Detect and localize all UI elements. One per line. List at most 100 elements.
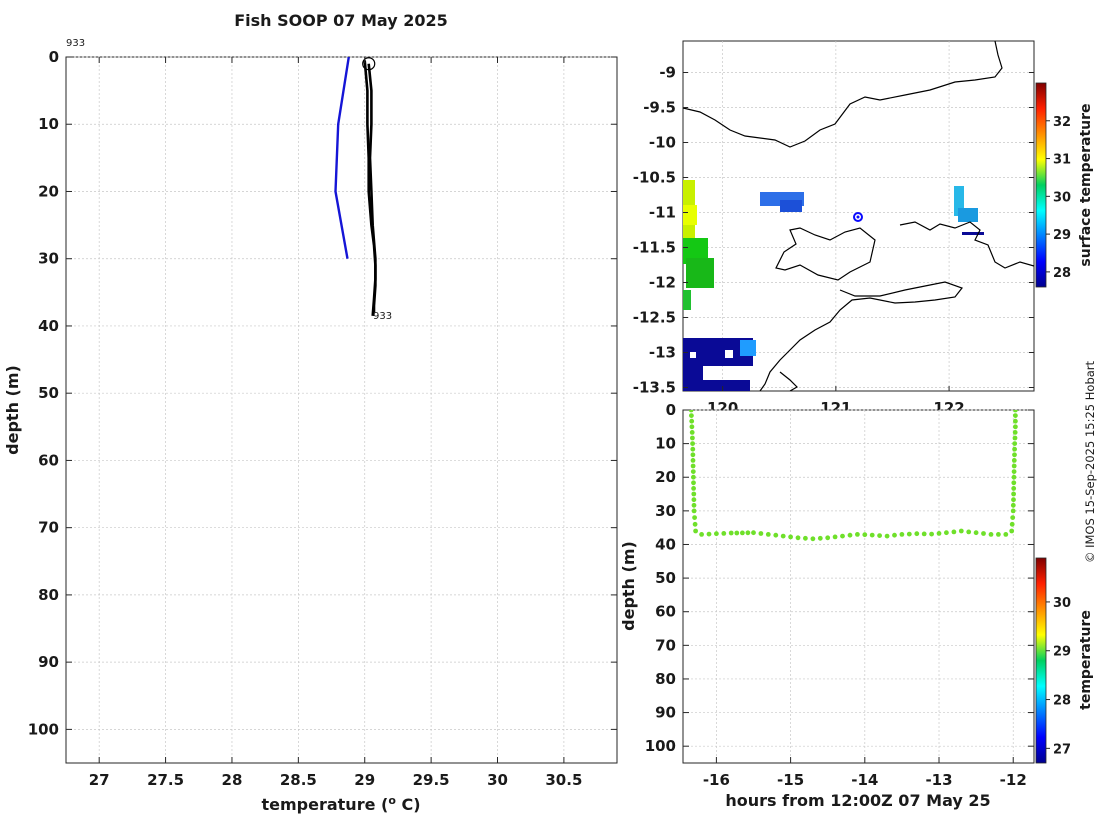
track-point xyxy=(1010,515,1016,520)
xlabel-sup: o xyxy=(388,794,396,807)
track-point xyxy=(688,410,694,413)
map-y-tick-label: -10.5 xyxy=(633,169,676,187)
sst-colorbar-tick-label: 32 xyxy=(1053,115,1071,130)
track-point xyxy=(892,532,897,538)
track-point xyxy=(751,530,756,536)
track-y-tick-label: 70 xyxy=(655,636,676,654)
track-point xyxy=(1012,430,1018,435)
map-ticks: 120 121 122-9-9.5-10-10.5-11-11.5-12-12.5-… xyxy=(633,64,1034,417)
track-y-tick-label: 60 xyxy=(655,603,676,621)
x-tick-label: 28 xyxy=(222,771,243,789)
y-tick-label: 40 xyxy=(38,317,59,335)
temp-colorbar xyxy=(1035,557,1047,764)
temp-colorbar-tick-label: 27 xyxy=(1053,742,1071,757)
track-y-tick-label: 100 xyxy=(645,737,676,755)
temp-colorbar-ticks: 27 28 29 30 xyxy=(1046,596,1071,757)
track-point xyxy=(810,536,816,542)
track-point xyxy=(690,463,696,469)
track-point xyxy=(691,474,696,480)
sst-colorbar-tick-label: 28 xyxy=(1053,266,1071,281)
track-point xyxy=(988,532,994,537)
track-point xyxy=(691,502,697,508)
track-point xyxy=(691,497,697,503)
x-tick-label: 27 xyxy=(89,771,110,789)
map-y-tick-label: -13.5 xyxy=(633,379,676,397)
track-point xyxy=(773,532,779,538)
credit-text: © IMOS 15-Sep-2025 15:25 Hobart xyxy=(1083,360,1097,563)
track-point xyxy=(996,532,1001,537)
track-point xyxy=(795,535,801,541)
track-point xyxy=(690,435,695,441)
sst-pixels xyxy=(683,180,984,391)
position-marker-dot xyxy=(856,215,860,219)
x-tick-label: 28.5 xyxy=(280,771,317,789)
track-point xyxy=(692,521,698,527)
track-point xyxy=(728,530,734,536)
sst-colorbar xyxy=(1035,82,1047,288)
map-y-tick-label: -11.5 xyxy=(633,239,676,257)
profile-grid xyxy=(66,56,617,763)
profile-ticks: 27 27.5 28 28.5 29 29.5 30 30.5 0 10 20 30 40 50 60 70 8… xyxy=(28,48,617,789)
track-point xyxy=(884,533,890,539)
coastline-east xyxy=(899,221,1034,269)
track-point xyxy=(1011,480,1017,486)
track-point xyxy=(877,533,882,538)
sst-patch xyxy=(686,258,714,288)
y-tick-label: 60 xyxy=(38,451,59,469)
track-point xyxy=(740,530,745,536)
track-point xyxy=(803,535,808,541)
track-point xyxy=(855,532,860,537)
sst-patch xyxy=(725,350,733,358)
track-point xyxy=(691,480,696,486)
temp-colorbar-tick-label: 28 xyxy=(1053,694,1071,709)
track-point xyxy=(1011,469,1017,474)
temp-colorbar-tick-label: 29 xyxy=(1053,645,1071,660)
x-tick-label: 29 xyxy=(354,771,375,789)
track-point xyxy=(1013,418,1018,424)
coastline-island xyxy=(775,227,876,281)
track-point xyxy=(706,531,712,537)
map-plot: 120 121 122-9-9.5-10-10.5-11-11.5-12-12.5-… xyxy=(633,40,1094,417)
sst-patch xyxy=(690,352,696,358)
sst-patch xyxy=(683,290,691,310)
track-point xyxy=(1011,463,1017,469)
sst-colorbar-tick-label: 30 xyxy=(1053,190,1071,205)
track-point xyxy=(1013,424,1018,430)
track-point xyxy=(690,446,696,452)
track-point xyxy=(1009,528,1015,534)
profile-ylabel: depth (m) xyxy=(3,365,22,455)
x-tick-label: 30 xyxy=(487,771,508,789)
track-x-tick-label: -16 xyxy=(703,771,730,789)
track-y-tick-label: 80 xyxy=(655,670,676,688)
series-line-climatology xyxy=(334,57,350,259)
track-point xyxy=(973,530,979,536)
track-x-tick-label: -14 xyxy=(851,771,878,789)
track-point xyxy=(691,508,697,514)
track-point xyxy=(825,535,831,541)
start-marker xyxy=(362,57,376,71)
y-tick-label: 30 xyxy=(38,250,59,268)
y-tick-label: 20 xyxy=(38,182,59,200)
profile-label-bottom: 933 xyxy=(373,311,392,322)
track-point xyxy=(1011,458,1017,463)
track-x-tick-label: -12 xyxy=(1000,771,1027,789)
track-point xyxy=(690,441,695,446)
track-y-tick-label: 10 xyxy=(655,435,676,453)
track-point xyxy=(906,531,912,537)
sst-patch xyxy=(700,380,750,391)
map-y-tick-label: -9 xyxy=(659,64,676,82)
y-tick-label: 0 xyxy=(49,48,59,66)
track-grid xyxy=(683,409,1034,763)
track-y-tick-label: 20 xyxy=(655,468,676,486)
sst-colorbar-tick-label: 29 xyxy=(1053,228,1071,243)
sst-colorbar-ticks: 28 29 30 31 32 xyxy=(1046,115,1071,281)
track-point xyxy=(690,452,696,458)
track-point xyxy=(1011,474,1017,480)
track-point xyxy=(1009,521,1015,527)
track-point xyxy=(1012,435,1018,441)
sst-patch xyxy=(954,186,964,216)
track-point xyxy=(1011,486,1017,491)
series-line-upcast xyxy=(367,63,377,313)
track-point xyxy=(1010,502,1016,508)
